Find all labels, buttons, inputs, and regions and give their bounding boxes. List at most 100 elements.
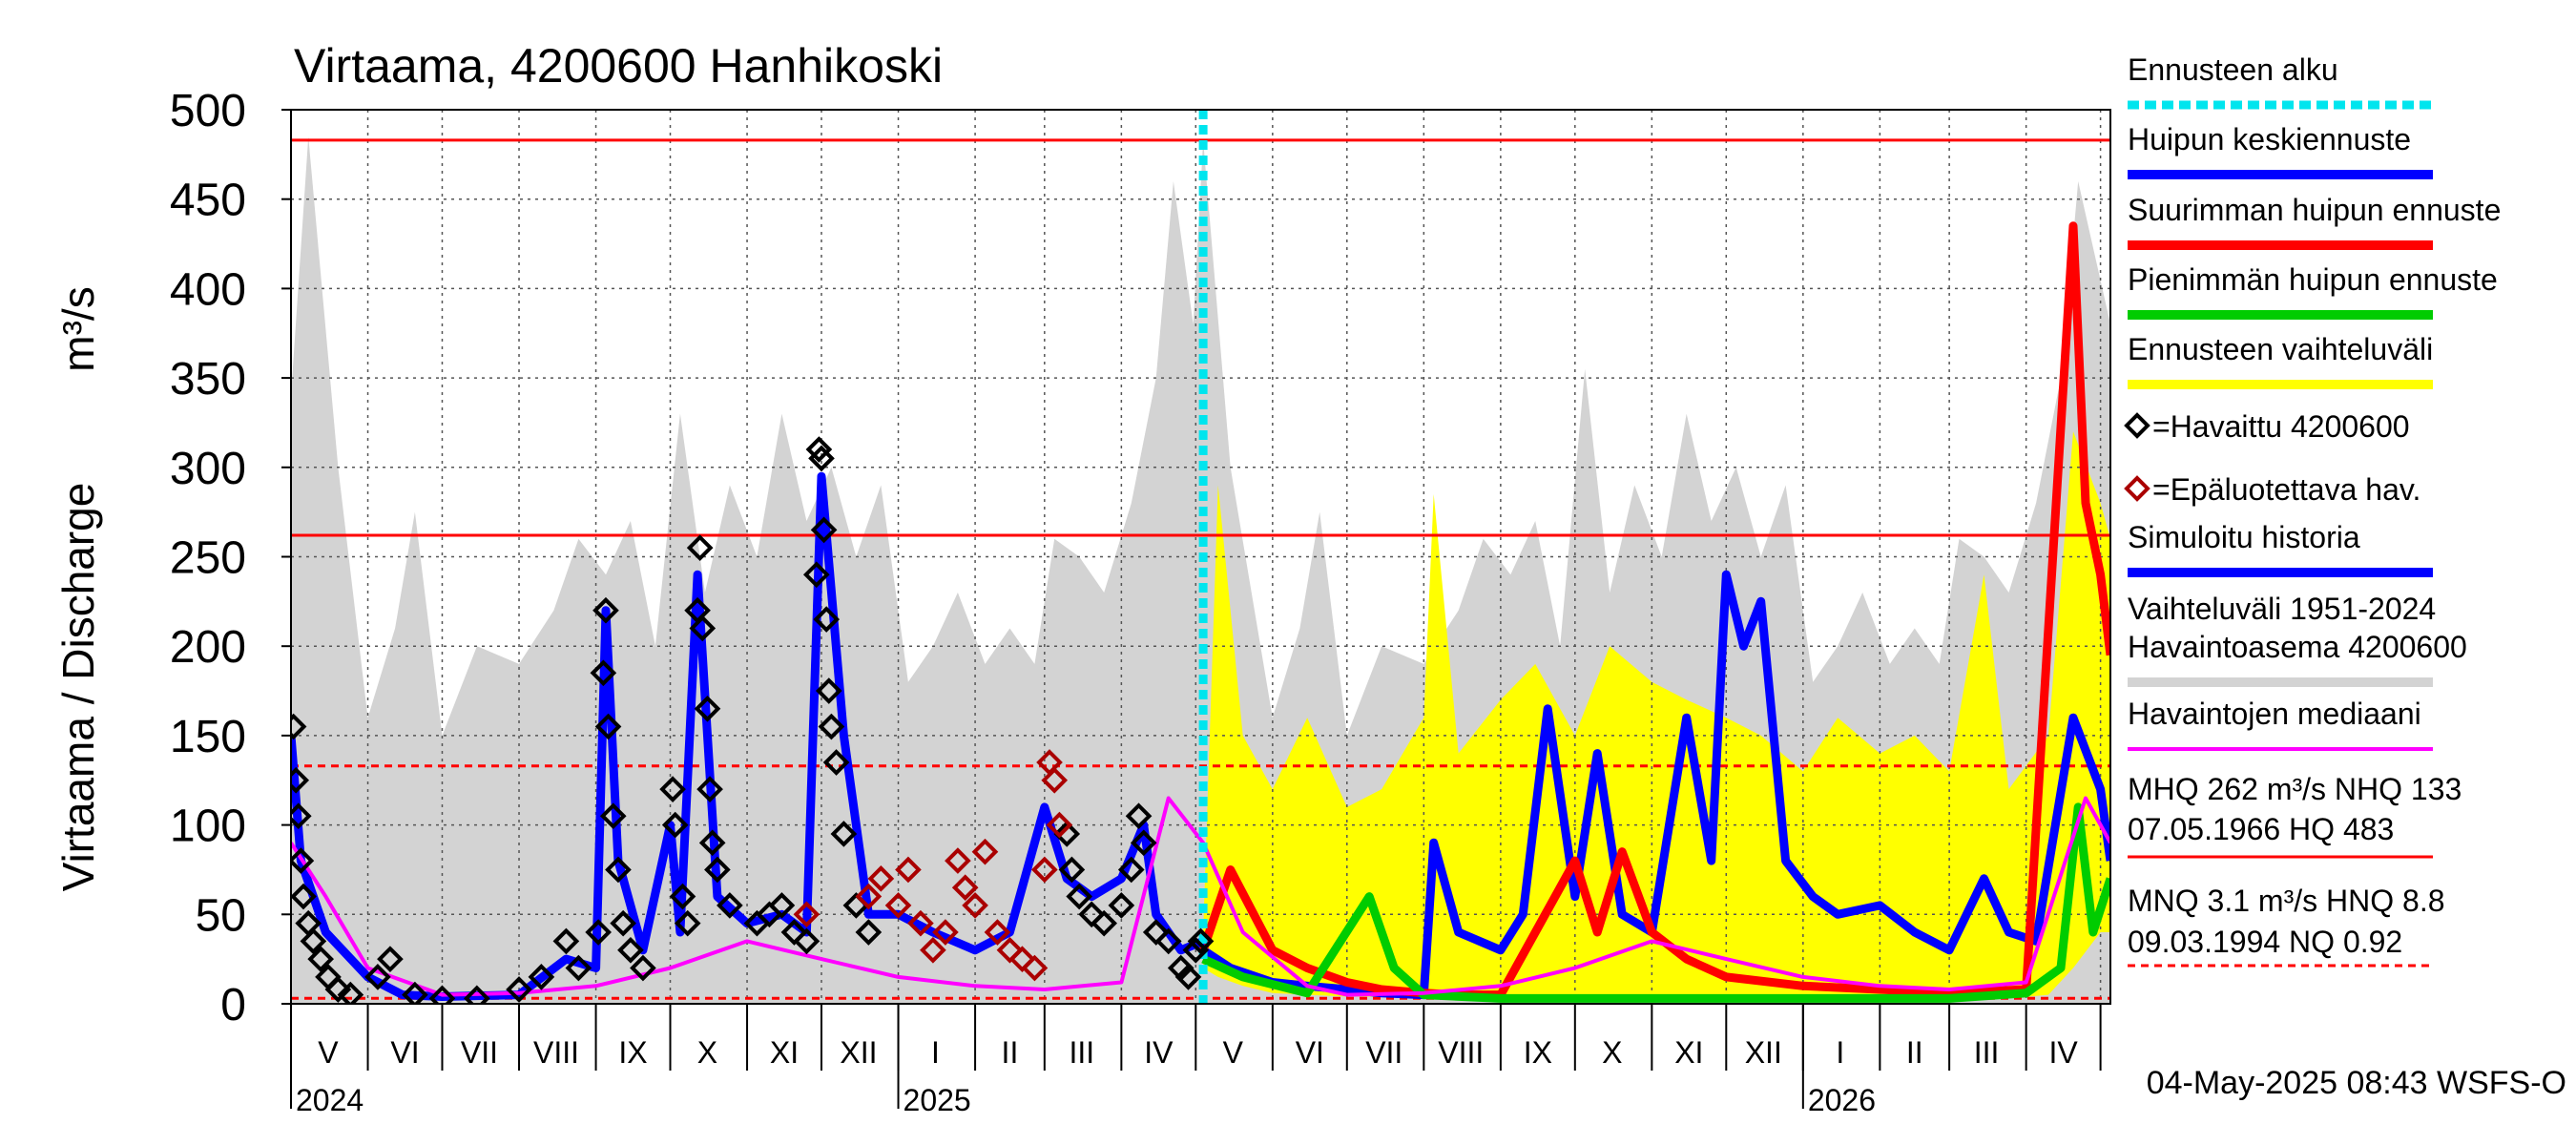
- data-point: [1108, 892, 1135, 919]
- data-point: [630, 954, 656, 982]
- series-line-pienimm-n-huipun-ennuste: [1201, 802, 2110, 1003]
- data-point: [599, 802, 627, 830]
- data-point: [300, 927, 327, 955]
- plot-content: [291, 110, 2110, 1004]
- data-point: [962, 892, 988, 919]
- data-point: [565, 954, 592, 982]
- y-tick-label: 250: [170, 533, 246, 584]
- data-point: [793, 927, 821, 955]
- data-point: [830, 821, 858, 847]
- legend-stats: MHQ 262 m³/s NHQ 133: [2128, 772, 2462, 806]
- data-point: [605, 856, 632, 884]
- month-label: X: [1602, 1035, 1622, 1070]
- y-axis-unit: m³/s: [53, 286, 103, 371]
- y-tick-label: 150: [170, 712, 246, 762]
- data-point: [291, 883, 317, 910]
- data-point: [780, 919, 808, 946]
- data-point: [1187, 927, 1215, 955]
- data-point: [1021, 954, 1049, 982]
- plot-area: [291, 110, 2110, 1004]
- month-label: I: [931, 1035, 940, 1070]
- y-axis-label: Virtaama / Discharge: [53, 483, 103, 892]
- legend-label: Simuloitu historia: [2128, 520, 2360, 554]
- legend-label: =Havaittu 4200600: [2152, 409, 2410, 444]
- month-label: V: [318, 1035, 339, 1070]
- month-label: III: [1974, 1035, 2000, 1070]
- data-point: [1174, 964, 1202, 990]
- legend-label: Pienimmän huipun ennuste: [2128, 262, 2498, 297]
- data-point: [552, 927, 580, 955]
- data-point: [1053, 821, 1081, 847]
- data-point: [1142, 919, 1170, 946]
- data-point: [1091, 909, 1118, 937]
- data-point: [324, 976, 352, 1003]
- month-label: IV: [1144, 1035, 1174, 1070]
- data-point: [669, 883, 696, 910]
- data-point: [528, 964, 555, 990]
- data-point: [815, 677, 842, 704]
- data-point: [337, 981, 364, 1004]
- data-point: [1046, 811, 1073, 839]
- data-point: [694, 695, 721, 722]
- data-point: [590, 659, 617, 687]
- series-line-suurimman-huipun-ennuste: [1198, 221, 2110, 1000]
- data-point: [1008, 946, 1036, 972]
- data-point: [971, 838, 999, 865]
- y-tick-label: 300: [170, 444, 246, 494]
- data-point: [805, 436, 833, 463]
- data-point: [1125, 802, 1153, 830]
- data-point: [951, 874, 979, 902]
- data-point: [1182, 936, 1210, 964]
- data-point: [1030, 856, 1058, 884]
- legend: Ennusteen alku Huipun keskiennuste Suurimm…: [2124, 52, 2501, 968]
- data-point: [855, 883, 883, 910]
- data-point: [793, 901, 821, 928]
- data-point: [506, 976, 532, 1003]
- data-point: [686, 534, 714, 561]
- y-tick-label: 200: [170, 622, 246, 673]
- data-point: [884, 892, 912, 919]
- data-point: [377, 946, 404, 972]
- legend-marker: [2124, 412, 2150, 439]
- data-point: [696, 776, 723, 802]
- legend-label: Havaintoasema 4200600: [2128, 630, 2467, 664]
- legend-label: Havaintojen mediaani: [2128, 697, 2421, 731]
- data-point: [822, 749, 850, 776]
- year-label: 2024: [296, 1083, 364, 1117]
- month-label: IX: [1524, 1035, 1552, 1070]
- y-tick-label: 50: [196, 890, 246, 941]
- month-label: XI: [1674, 1035, 1703, 1070]
- data-point: [610, 909, 636, 937]
- legend-label: Suurimman huipun ennuste: [2128, 193, 2501, 227]
- data-point: [307, 946, 335, 972]
- month-label: IX: [618, 1035, 647, 1070]
- data-point: [364, 964, 391, 990]
- month-label: IV: [2049, 1035, 2079, 1070]
- data-point: [1117, 856, 1145, 884]
- data-point: [594, 713, 622, 740]
- data-point: [402, 981, 428, 1004]
- legend-label: Ennusteen alku: [2128, 52, 2338, 87]
- month-label: VIII: [1438, 1035, 1484, 1070]
- month-label: X: [697, 1035, 717, 1070]
- month-label: V: [1223, 1035, 1244, 1070]
- data-point: [932, 919, 959, 946]
- data-point: [585, 919, 612, 946]
- data-point: [464, 985, 490, 1004]
- month-label: II: [1002, 1035, 1019, 1070]
- data-point: [698, 829, 726, 857]
- y-tick-label: 350: [170, 354, 246, 405]
- data-point: [659, 776, 686, 802]
- legend-label: Ennusteen vaihteluväli: [2128, 332, 2433, 366]
- legend-label: Huipun keskiennuste: [2128, 122, 2411, 156]
- data-point: [1066, 883, 1093, 910]
- data-point: [1058, 856, 1086, 884]
- data-point: [920, 936, 946, 964]
- month-label: VII: [461, 1035, 498, 1070]
- year-label: 2026: [1808, 1083, 1876, 1117]
- month-label: XII: [1745, 1035, 1782, 1070]
- month-label: VIII: [533, 1035, 579, 1070]
- data-point: [661, 811, 689, 839]
- data-point: [818, 713, 845, 740]
